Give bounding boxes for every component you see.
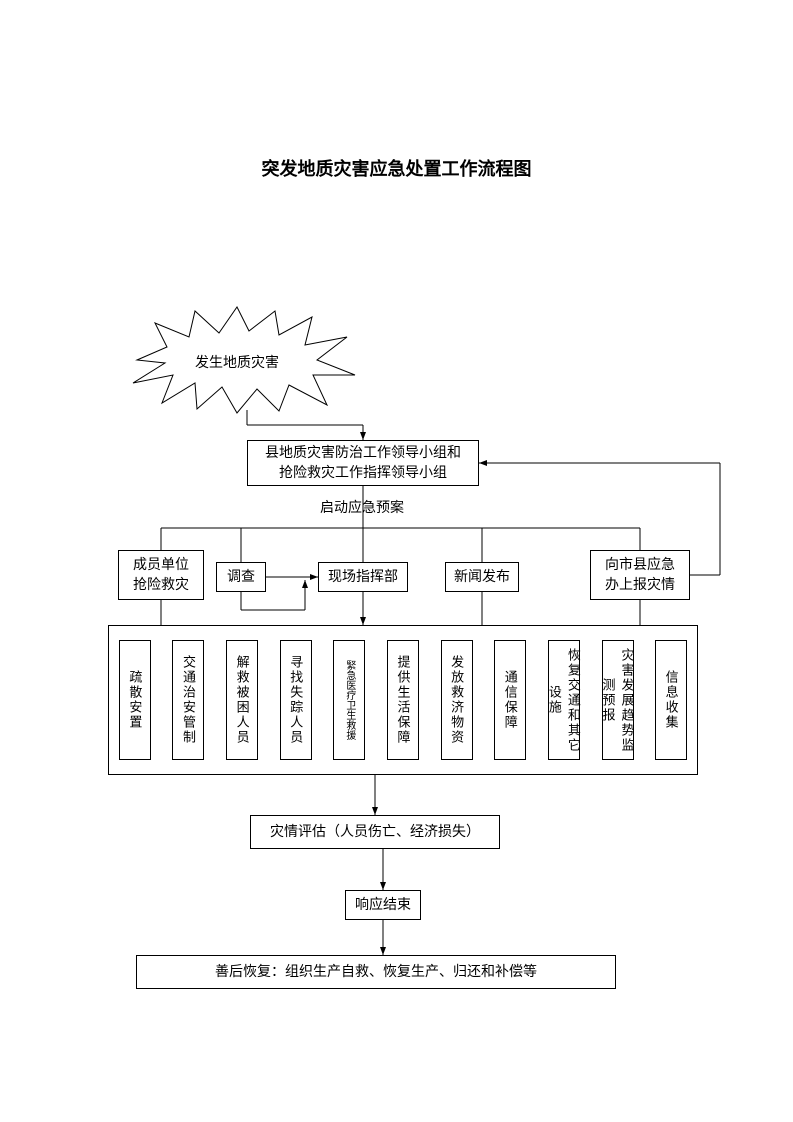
task-box: 信息收集 (655, 640, 687, 760)
leadership-line2: 抢险救灾工作指挥领导小组 (279, 463, 447, 483)
page-title: 突发地质灾害应急处置工作流程图 (0, 155, 793, 181)
task-box: 恢复交通和其它设施 (548, 640, 580, 760)
task-box: 提供生活保障 (387, 640, 419, 760)
activate-label: 启动应急预案 (320, 497, 404, 517)
leadership-line1: 县地质灾害防治工作领导小组和 (265, 443, 461, 463)
task-box: 緊急医疗卫生救援 (333, 640, 365, 760)
investigate-box: 调查 (216, 562, 266, 592)
task-box: 交通治安管制 (172, 640, 204, 760)
task-box: 寻找失踪人员 (280, 640, 312, 760)
task-box: 发放救济物资 (441, 640, 473, 760)
report-box: 向市县应急 办上报灾情 (590, 550, 690, 600)
leadership-box: 县地质灾害防治工作领导小组和 抢险救灾工作指挥领导小组 (247, 440, 479, 486)
news-box: 新闻发布 (445, 562, 519, 592)
assess-box: 灾情评估（人员伤亡、经济损失） (250, 815, 500, 849)
member-box: 成员单位 抢险救灾 (118, 550, 204, 600)
task-box: 灾害发展趋势监测预报 (602, 640, 634, 760)
report-line1: 向市县应急 (605, 555, 675, 575)
end-box: 响应结束 (345, 890, 421, 920)
task-box: 解救被困人员 (226, 640, 258, 760)
task-box: 疏散安置 (119, 640, 151, 760)
command-box: 现场指挥部 (318, 562, 408, 592)
member-line1: 成员单位 (133, 555, 189, 575)
report-line2: 办上报灾情 (605, 575, 675, 595)
task-box: 通信保障 (494, 640, 526, 760)
starburst-label: 发生地质灾害 (195, 352, 279, 372)
recover-box: 善后恢复：组织生产自救、恢复生产、归还和补偿等 (136, 955, 616, 989)
member-line2: 抢险救灾 (133, 575, 189, 595)
